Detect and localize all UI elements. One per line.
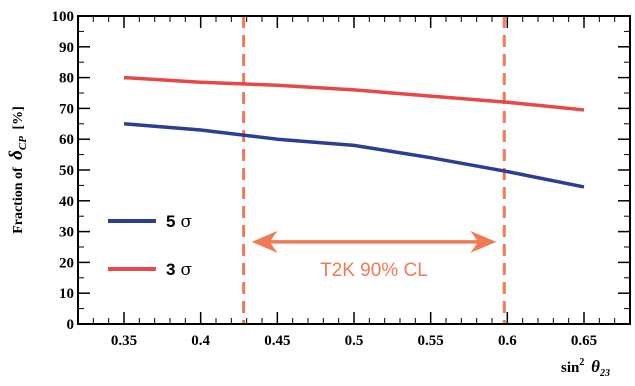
t2k-annotation: T2K 90% CL (251, 230, 497, 281)
y-tick-label: 60 (59, 132, 74, 148)
y-axis-ticks: 0 10 20 30 40 50 60 70 80 90 100 (52, 9, 630, 333)
series-line-3-sigma (123, 75, 585, 112)
x-axis-ticks: 0.35 0.4 0.45 0.5 0.55 0.6 0.65 (92, 16, 631, 349)
y-tick-label: 80 (59, 71, 74, 87)
x-tick-label: 0.55 (418, 333, 444, 349)
y-tick-label: 30 (59, 225, 74, 241)
y-tick-label: 0 (67, 317, 75, 333)
x-tick-label: 0.35 (111, 333, 137, 349)
y-tick-label: 90 (59, 40, 74, 56)
y-tick-label: 20 (59, 255, 74, 271)
plot-frame (77, 15, 631, 325)
x-tick-label: 0.4 (191, 333, 210, 349)
annotation-arrow-left-head (251, 230, 278, 253)
series-line-5-sigma (123, 122, 585, 189)
y-tick-label: 70 (59, 101, 74, 117)
y-tick-label: 100 (52, 9, 75, 25)
x-tick-label: 0.6 (498, 333, 517, 349)
y-tick-label: 50 (59, 163, 74, 179)
annotation-arrow-right-head (470, 230, 497, 253)
x-tick-label: 0.65 (571, 333, 597, 349)
y-axis-title: Fraction of δCP [%] (6, 106, 30, 234)
x-tick-label: 0.5 (345, 333, 364, 349)
series-lines (123, 75, 585, 189)
x-tick-label: 0.45 (264, 333, 290, 349)
x-axis-title: sin2 θ23 (561, 353, 610, 379)
y-tick-label: 40 (59, 194, 74, 210)
y-tick-label: 10 (59, 286, 74, 302)
annotation-label: T2K 90% CL (320, 260, 428, 281)
